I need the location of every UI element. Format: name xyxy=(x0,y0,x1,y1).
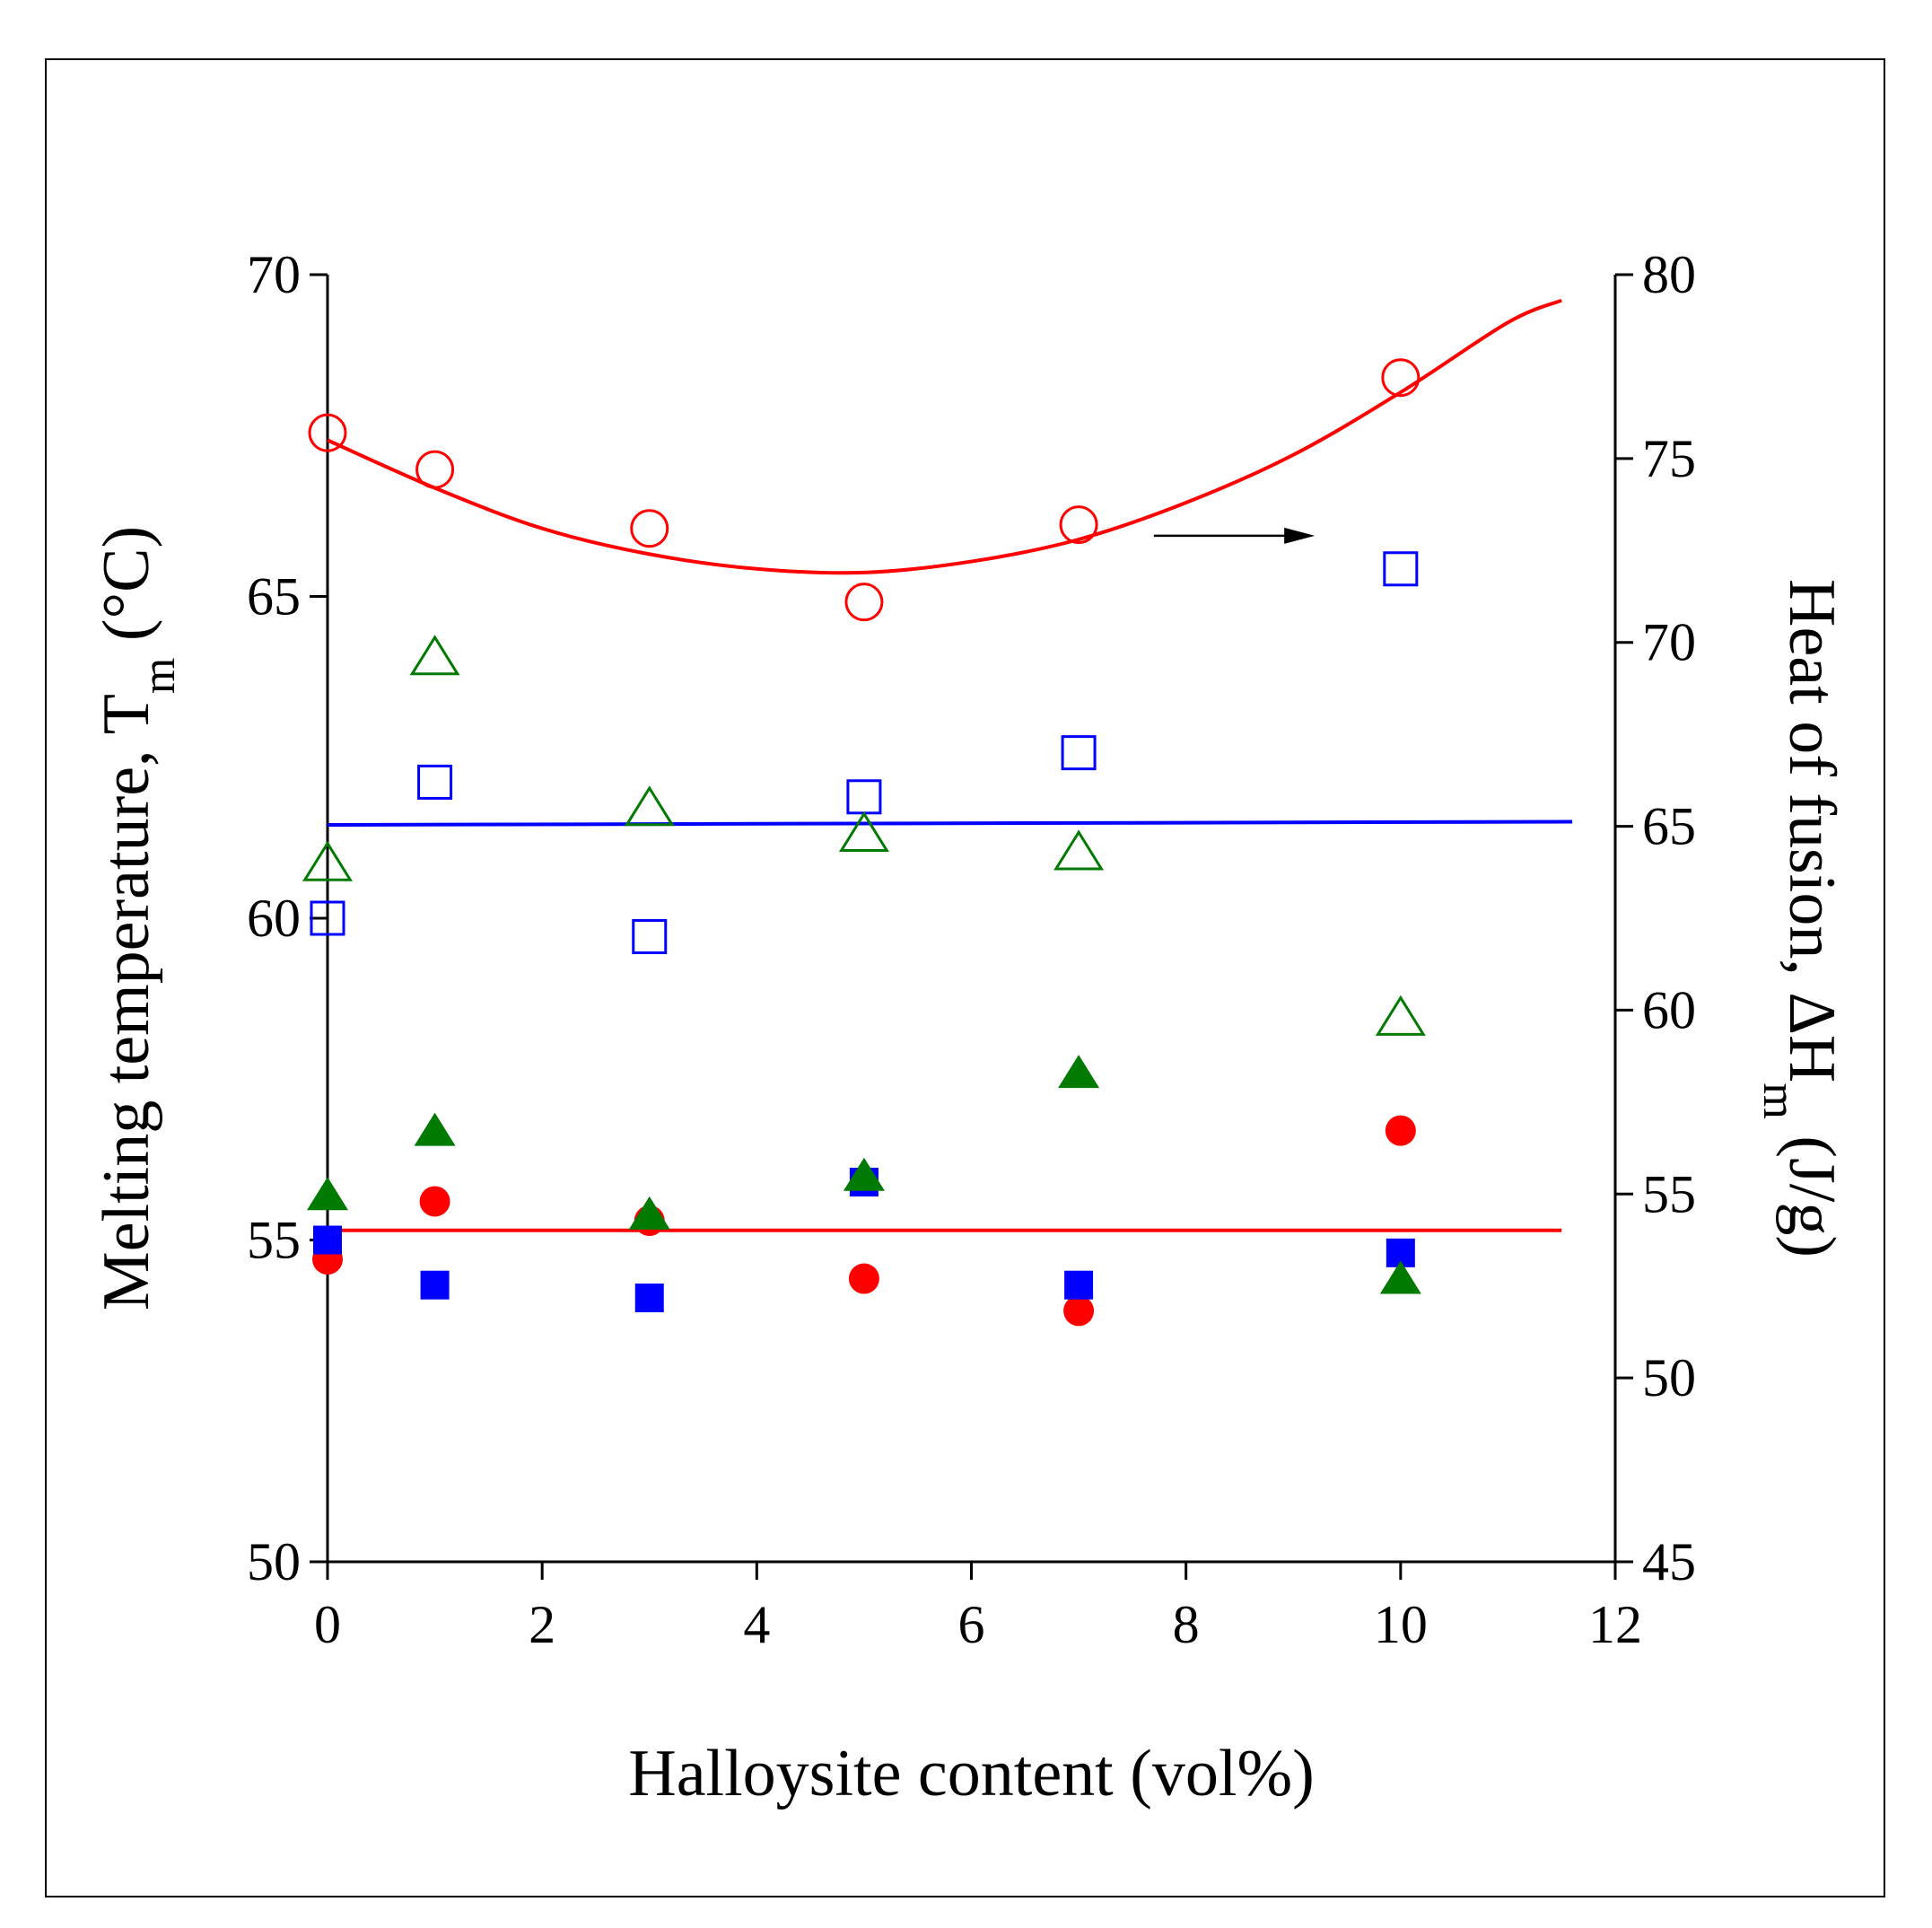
y-left-axis-title-subscript: m xyxy=(134,658,185,694)
open-circle-marker xyxy=(844,583,884,622)
annotation-arrow-head xyxy=(1284,527,1316,544)
filled-triangle-marker xyxy=(628,1196,670,1230)
y-right-tick-label: 55 xyxy=(1642,1164,1696,1223)
filled-triangle-marker xyxy=(843,1157,885,1191)
x-tick-label: 0 xyxy=(314,1595,341,1654)
y-left-tick-label: 60 xyxy=(247,889,301,948)
y-left-tick-label: 55 xyxy=(247,1211,301,1270)
y-right-axis-title-subscript: m xyxy=(1754,1082,1805,1118)
open-triangle-marker xyxy=(302,840,353,881)
y-right-tick-label: 60 xyxy=(1642,980,1696,1039)
y-left-tick-label: 65 xyxy=(247,567,301,627)
x-tick-label: 2 xyxy=(529,1595,555,1654)
x-tick-label: 8 xyxy=(1173,1595,1200,1654)
filled-circle-marker xyxy=(1385,1115,1416,1146)
open-triangle-marker xyxy=(1375,995,1426,1036)
open-square-marker xyxy=(417,764,453,800)
y-right-tick-label: 80 xyxy=(1642,245,1696,304)
open-circle-marker xyxy=(415,450,455,489)
open-circle-marker xyxy=(308,413,347,452)
filled-circle-marker xyxy=(419,1186,450,1217)
x-tick-label: 6 xyxy=(958,1595,985,1654)
open-circle-marker xyxy=(630,509,669,548)
filled-triangle-marker xyxy=(414,1112,456,1146)
filled-square-marker xyxy=(1064,1270,1094,1300)
x-tick-label: 4 xyxy=(743,1595,770,1654)
open-circle-marker xyxy=(1381,358,1421,398)
filled-square-marker xyxy=(634,1284,664,1313)
filled-circle-marker xyxy=(1063,1295,1095,1327)
open-circle-marker xyxy=(1059,505,1098,545)
filled-square-marker xyxy=(420,1270,450,1300)
y-right-tick-label: 45 xyxy=(1642,1532,1696,1591)
filled-triangle-marker xyxy=(1058,1055,1100,1089)
open-triangle-marker xyxy=(838,811,889,852)
filled-circle-marker xyxy=(848,1263,879,1294)
figure-frame xyxy=(45,58,1885,1897)
filled-triangle-marker xyxy=(307,1177,348,1211)
y-right-tick-label: 50 xyxy=(1642,1348,1696,1407)
open-square-marker xyxy=(1383,551,1419,587)
fit-line xyxy=(327,819,1573,828)
open-triangle-marker xyxy=(624,785,675,827)
x-axis-title: Halloysite content (vol%) xyxy=(628,1737,1314,1810)
open-square-marker xyxy=(632,918,668,954)
open-triangle-marker xyxy=(1053,829,1105,871)
y-right-tick-label: 70 xyxy=(1642,613,1696,672)
filled-square-marker xyxy=(313,1225,342,1255)
open-square-marker xyxy=(310,900,345,936)
y-left-tick-label: 50 xyxy=(247,1532,301,1591)
y-right-tick-label: 65 xyxy=(1642,797,1696,856)
open-square-marker xyxy=(846,779,882,815)
open-square-marker xyxy=(1061,735,1097,771)
x-tick-label: 10 xyxy=(1374,1595,1428,1654)
fit-line xyxy=(327,298,1562,575)
y-left-axis-title: Melting temperature, Tm (°C) xyxy=(90,526,185,1310)
x-tick-label: 12 xyxy=(1588,1595,1642,1654)
y-right-axis-title: Heat of fusion, ΔHm (J/g) xyxy=(1754,579,1849,1258)
y-left-tick-label: 70 xyxy=(247,245,301,304)
y-right-tick-label: 75 xyxy=(1642,429,1696,488)
filled-triangle-marker xyxy=(1379,1260,1421,1294)
open-triangle-marker xyxy=(409,635,460,676)
